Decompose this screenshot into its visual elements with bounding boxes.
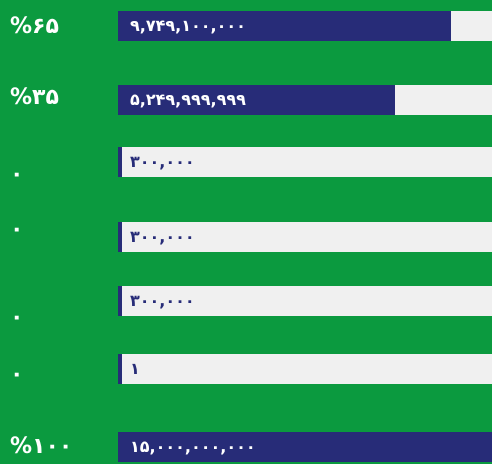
percent-label: ۰ [10, 217, 24, 242]
percent-label: %۳۵ [10, 85, 59, 110]
amount-label: ۱ [130, 359, 140, 378]
amount-label: ۹,۷۴۹,۱۰۰,۰۰۰ [130, 16, 246, 35]
progress-fill [118, 85, 395, 115]
amount-label: ۳۰۰,۰۰۰ [130, 227, 195, 246]
progress-track: ۵,۲۴۹,۹۹۹,۹۹۹ [118, 85, 492, 115]
progress-track: ۳۰۰,۰۰۰ [118, 286, 492, 316]
progress-track: ۱۵,۰۰۰,۰۰۰,۰۰۰ [118, 432, 492, 462]
amount-label: ۳۰۰,۰۰۰ [130, 291, 195, 310]
percent-label: ۰ [10, 305, 24, 330]
progress-track: ۳۰۰,۰۰۰ [118, 222, 492, 252]
progress-fill [118, 222, 122, 252]
percent-label: %۱۰۰ [10, 434, 73, 459]
progress-fill [118, 11, 451, 41]
progress-track: ۳۰۰,۰۰۰ [118, 147, 492, 177]
progress-fill [118, 147, 122, 177]
percent-label: %۶۵ [10, 14, 59, 39]
progress-fill [118, 286, 122, 316]
progress-track: ۱ [118, 354, 492, 384]
percent-label: ۰ [10, 162, 24, 187]
amount-label: ۱۵,۰۰۰,۰۰۰,۰۰۰ [130, 437, 256, 456]
amount-label: ۳۰۰,۰۰۰ [130, 152, 195, 171]
amount-label: ۵,۲۴۹,۹۹۹,۹۹۹ [130, 90, 246, 109]
progress-track: ۹,۷۴۹,۱۰۰,۰۰۰ [118, 11, 492, 41]
progress-fill [118, 354, 122, 384]
progress-fill [118, 432, 492, 462]
percent-label: ۰ [10, 362, 24, 387]
